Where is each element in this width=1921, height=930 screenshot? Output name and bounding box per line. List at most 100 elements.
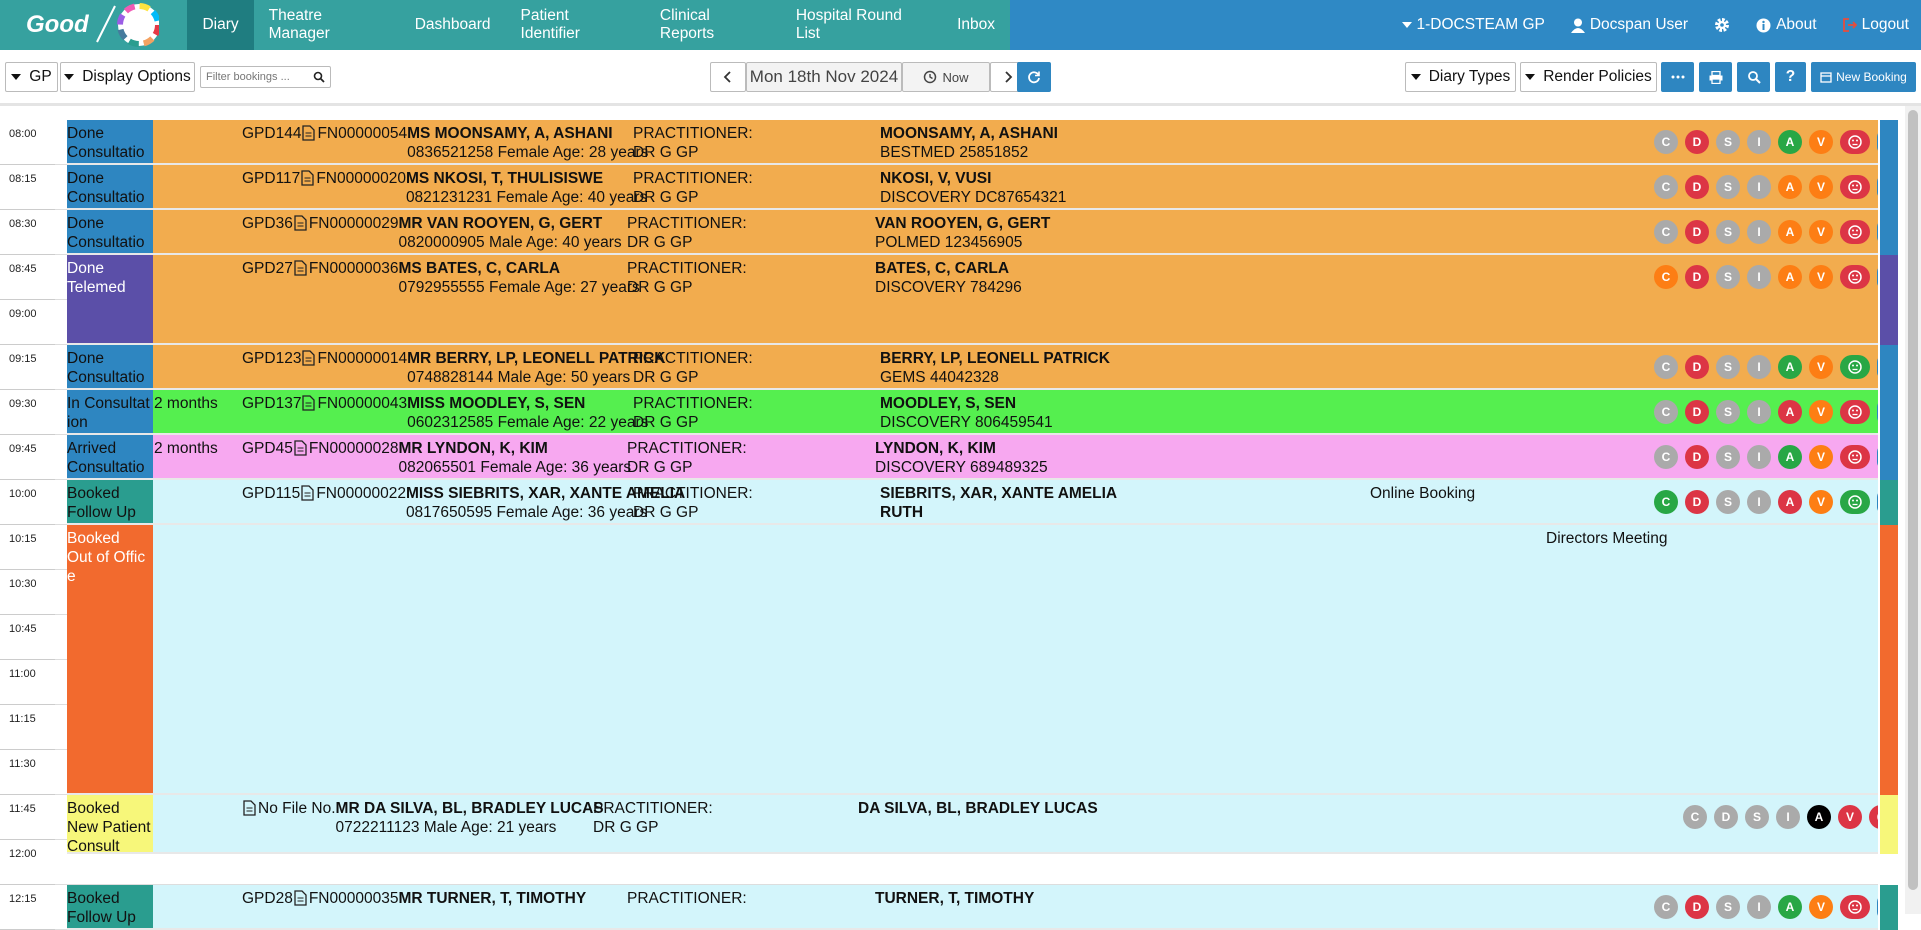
action-button[interactable]: V <box>1838 805 1862 829</box>
search-button[interactable] <box>1737 62 1770 92</box>
action-button[interactable]: D <box>1685 175 1709 199</box>
nav-item[interactable]: Hospital Round List <box>795 7 902 42</box>
action-button[interactable]: S <box>1716 265 1740 289</box>
action-button[interactable]: C <box>1683 805 1707 829</box>
action-button[interactable]: A <box>1778 355 1802 379</box>
message-button[interactable] <box>1877 265 1878 289</box>
message-button[interactable] <box>1877 130 1878 154</box>
action-button[interactable]: C <box>1654 895 1678 919</box>
action-button[interactable]: D <box>1685 400 1709 424</box>
action-button[interactable]: D <box>1685 445 1709 469</box>
booking[interactable]: Done Telemed GPD27 FN00000036 MS BATES, C, C… <box>67 255 1878 345</box>
action-button[interactable]: C <box>1654 490 1678 514</box>
action-button[interactable]: D <box>1685 265 1709 289</box>
booking[interactable]: Booked Out of Office Directors Meeting <box>67 525 1878 795</box>
action-button[interactable]: S <box>1716 355 1740 379</box>
action-button[interactable]: C <box>1654 355 1678 379</box>
mood-button[interactable] <box>1840 220 1870 244</box>
action-button[interactable]: S <box>1716 220 1740 244</box>
action-button[interactable]: I <box>1747 175 1771 199</box>
action-button[interactable]: A <box>1778 490 1802 514</box>
action-button[interactable]: V <box>1809 355 1833 379</box>
action-button[interactable]: S <box>1716 175 1740 199</box>
action-button[interactable]: I <box>1747 400 1771 424</box>
nav-right-item[interactable]: Logout <box>1842 16 1909 34</box>
action-button[interactable]: C <box>1654 265 1678 289</box>
action-button[interactable]: S <box>1716 400 1740 424</box>
action-button[interactable]: C <box>1654 220 1678 244</box>
action-button[interactable]: S <box>1716 445 1740 469</box>
action-button[interactable]: V <box>1809 130 1833 154</box>
mood-button[interactable] <box>1840 130 1870 154</box>
help-button[interactable]: ? <box>1775 62 1806 92</box>
nav-item[interactable]: Dashboard <box>414 16 491 33</box>
action-button[interactable]: I <box>1747 895 1771 919</box>
action-button[interactable]: V <box>1809 895 1833 919</box>
gp-button[interactable]: GP <box>5 62 58 92</box>
mood-button[interactable] <box>1840 265 1870 289</box>
mood-button[interactable] <box>1869 805 1878 829</box>
action-button[interactable]: I <box>1776 805 1800 829</box>
now-button[interactable]: Now <box>902 62 990 92</box>
action-button[interactable]: I <box>1747 130 1771 154</box>
mood-button[interactable] <box>1840 445 1870 469</box>
action-button[interactable]: D <box>1685 895 1709 919</box>
action-button[interactable]: C <box>1654 400 1678 424</box>
action-button[interactable]: V <box>1809 445 1833 469</box>
booking[interactable]: Arrived Consultation 2 months GPD45 FN000000… <box>67 435 1878 480</box>
action-button[interactable]: C <box>1654 445 1678 469</box>
booking[interactable]: In Consultation 2 months GPD137 FN00000043 M… <box>67 390 1878 435</box>
booking[interactable]: Booked Follow Up GPD28 FN00000035 MR TURNER,… <box>67 885 1878 930</box>
action-button[interactable]: A <box>1778 130 1802 154</box>
new-booking-button[interactable]: New Booking <box>1811 62 1916 92</box>
nav-item[interactable]: Patient Identifier <box>520 7 580 42</box>
message-button[interactable] <box>1877 175 1878 199</box>
action-button[interactable]: S <box>1716 895 1740 919</box>
action-button[interactable]: S <box>1716 490 1740 514</box>
action-button[interactable]: V <box>1809 265 1833 289</box>
nav-right-item[interactable]: 1-DOCSTEAM GP <box>1401 16 1545 34</box>
action-button[interactable]: V <box>1809 490 1833 514</box>
action-button[interactable]: I <box>1747 355 1771 379</box>
booking[interactable]: Booked New Patient Consult No File No. MR D… <box>67 795 1878 854</box>
action-button[interactable]: S <box>1716 130 1740 154</box>
prev-day-button[interactable] <box>710 62 746 92</box>
action-button[interactable]: I <box>1747 445 1771 469</box>
action-button[interactable]: I <box>1747 490 1771 514</box>
action-button[interactable]: D <box>1685 490 1709 514</box>
action-button[interactable]: C <box>1654 130 1678 154</box>
action-button[interactable]: D <box>1685 355 1709 379</box>
nav-item[interactable]: Theatre Manager <box>268 7 330 42</box>
filter-input[interactable]: Filter bookings ... <box>200 66 331 88</box>
action-button[interactable]: S <box>1745 805 1769 829</box>
mood-button[interactable] <box>1840 175 1870 199</box>
action-button[interactable]: A <box>1778 445 1802 469</box>
nav-item[interactable]: Inbox <box>957 16 995 33</box>
action-button[interactable]: A <box>1807 805 1831 829</box>
display-options-button[interactable]: Display Options <box>60 62 195 92</box>
action-button[interactable]: A <box>1778 400 1802 424</box>
action-button[interactable]: D <box>1685 220 1709 244</box>
action-button[interactable]: D <box>1685 130 1709 154</box>
action-button[interactable]: I <box>1747 220 1771 244</box>
mood-button[interactable] <box>1840 355 1870 379</box>
action-button[interactable]: A <box>1778 220 1802 244</box>
message-button[interactable] <box>1877 445 1878 469</box>
booking[interactable]: Booked Follow Up GPD115 FN00000022 MISS SIEB… <box>67 480 1878 525</box>
message-button[interactable] <box>1877 895 1878 919</box>
nav-item[interactable]: Clinical Reports <box>659 7 715 42</box>
message-button[interactable] <box>1877 400 1878 424</box>
more-button[interactable] <box>1661 62 1694 92</box>
action-button[interactable]: C <box>1654 175 1678 199</box>
diary-types-button[interactable]: Diary Types <box>1405 62 1516 92</box>
settings-icon[interactable] <box>1714 17 1730 33</box>
message-button[interactable] <box>1877 220 1878 244</box>
action-button[interactable]: A <box>1778 895 1802 919</box>
refresh-button[interactable] <box>1017 62 1051 92</box>
action-button[interactable]: D <box>1714 805 1738 829</box>
nav-right-item[interactable]: Docspan User <box>1570 16 1688 34</box>
action-button[interactable]: V <box>1809 400 1833 424</box>
